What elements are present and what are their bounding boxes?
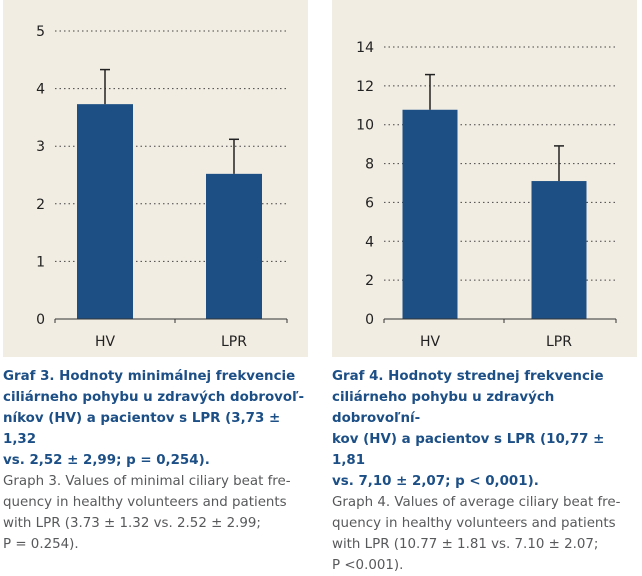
chart-area: 0 1 2 3 4 5 HV LPR <box>3 0 308 357</box>
y-tick-label: 2 <box>36 197 45 213</box>
y-tick-label: 5 <box>36 24 45 40</box>
y-tick-label: 12 <box>356 79 374 95</box>
caption-english-line-2: quency in healthy volunteers and patient… <box>3 495 287 510</box>
bar-lpr <box>206 173 262 319</box>
y-tick-label: 0 <box>36 312 45 328</box>
caption-english-line-1: Graph 4. Values of average ciliary beat … <box>332 495 621 510</box>
y-tick-label: 4 <box>365 234 374 250</box>
y-tick-label: 4 <box>36 82 45 98</box>
bar-chart-minimal-frequency: 0 1 2 3 4 5 HV LPR <box>36 24 288 350</box>
caption-czech-line-3: kov (HV) a pacientov s LPR (10,77 ± 1,81 <box>332 432 605 468</box>
bar-hv <box>77 104 133 319</box>
caption-czech-line-2: ciliárneho pohybu u zdravých dobrovoľní- <box>332 390 555 426</box>
caption-czech-line-4: vs. 7,10 ± 2,07; p < 0,001). <box>332 474 539 489</box>
x-tick-label: LPR <box>546 334 572 350</box>
y-tick-label: 14 <box>356 40 374 56</box>
x-tick-label: HV <box>95 334 116 350</box>
bar-hv <box>402 109 458 319</box>
x-tick-label: HV <box>420 334 441 350</box>
figure-caption: Graf 3. Hodnoty minimálnej frekvencie ci… <box>3 366 308 555</box>
caption-czech-line-4: vs. 2,52 ± 2,99; p = 0,254). <box>3 453 210 468</box>
y-tick-label: 10 <box>356 118 374 134</box>
caption-czech-line-1: Graf 3. Hodnoty minimálnej frekvencie <box>3 369 296 384</box>
x-tick-label: LPR <box>221 334 247 350</box>
y-tick-label: 1 <box>36 254 45 270</box>
chart-panel-average-frequency: 0 2 4 6 8 10 12 14 HV LPR Graf 4. Hodnoty stredne… <box>332 0 637 576</box>
caption-english-line-3: with LPR (10.77 ± 1.81 vs. 7.10 ± 2.07; <box>332 537 599 552</box>
caption-english-line-2: quency in healthy volunteers and patient… <box>332 516 616 531</box>
bar-lpr <box>531 181 587 319</box>
y-tick-label: 2 <box>365 273 374 289</box>
chart-area: 0 2 4 6 8 10 12 14 HV LPR <box>332 0 637 357</box>
figure-caption: Graf 4. Hodnoty strednej frekvencie cili… <box>332 366 637 576</box>
caption-czech-line-2: ciliárneho pohybu u zdravých dobrovoľ- <box>3 390 305 405</box>
caption-english-line-3: with LPR (3.73 ± 1.32 vs. 2.52 ± 2.99; <box>3 516 261 531</box>
caption-czech-line-3: níkov (HV) a pacientov s LPR (3,73 ± 1,3… <box>3 411 281 447</box>
y-tick-label: 0 <box>365 312 374 328</box>
caption-english-line-4: P = 0.254). <box>3 537 79 552</box>
caption-english-line-4: P <0.001). <box>332 558 404 573</box>
chart-panel-minimal-frequency: 0 1 2 3 4 5 HV LPR Graf 3. Hodnoty minimálnej f… <box>3 0 308 555</box>
y-tick-label: 6 <box>365 195 374 211</box>
caption-english-line-1: Graph 3. Values of minimal ciliary beat … <box>3 474 291 489</box>
y-tick-label: 8 <box>365 157 374 173</box>
y-tick-label: 3 <box>36 139 45 155</box>
bar-chart-average-frequency: 0 2 4 6 8 10 12 14 HV LPR <box>356 40 617 350</box>
caption-czech-line-1: Graf 4. Hodnoty strednej frekvencie <box>332 369 604 384</box>
